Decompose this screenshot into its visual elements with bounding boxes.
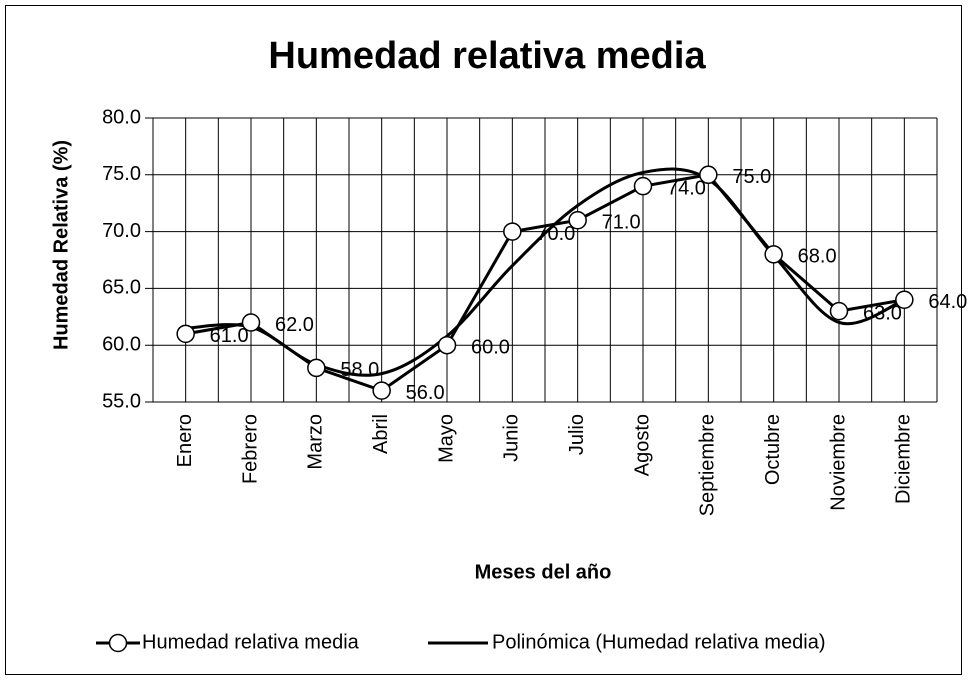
y-tick-label: 75.0 (102, 163, 141, 185)
y-axis-title: Humedad Relativa (%) (50, 140, 72, 350)
data-point (503, 222, 522, 241)
x-tick-label: Diciembre (893, 414, 915, 504)
y-tick-label: 60.0 (102, 333, 141, 355)
chart-title: Humedad relativa media (268, 35, 706, 77)
data-label: 62.0 (275, 314, 314, 336)
data-point (176, 324, 195, 344)
y-tick-label: 80.0 (102, 106, 141, 128)
data-label: 74.0 (667, 177, 706, 199)
data-label: 61.0 (210, 325, 249, 347)
y-tick-label: 55.0 (102, 390, 141, 412)
data-point (307, 358, 326, 378)
data-point (241, 313, 261, 332)
x-tick-label: Mayo (435, 414, 457, 463)
x-tick-label: Marzo (305, 414, 327, 470)
x-tick-label: Agosto (631, 414, 653, 476)
data-point (829, 301, 849, 321)
chart-frame (5, 5, 962, 675)
y-tick-label: 65.0 (102, 277, 141, 299)
data-label: 60.0 (471, 336, 510, 358)
y-tick-label: 70.0 (102, 220, 141, 242)
x-tick-label: Junio (501, 414, 523, 462)
data-label: 58.0 (340, 359, 379, 381)
data-point (764, 245, 783, 264)
data-point (372, 381, 391, 400)
data-label: 75.0 (732, 166, 771, 188)
data-point (699, 165, 718, 185)
x-tick-label: Septiembre (697, 414, 719, 516)
data-point (895, 290, 914, 310)
data-point (633, 176, 653, 196)
x-tick-label: Febrero (239, 414, 261, 484)
x-tick-label: Noviembre (827, 414, 849, 511)
x-tick-label: Abril (370, 414, 392, 454)
x-tick-label: Julio (566, 414, 588, 455)
x-tick-label: Enero (174, 414, 196, 467)
data-label: 71.0 (602, 212, 641, 234)
data-point (568, 210, 587, 230)
legend-label: Polinómica (Humedad relativa media) (492, 631, 825, 653)
data-label: 56.0 (406, 382, 445, 404)
x-axis-title: Meses del año (475, 561, 612, 583)
legend-label: Humedad relativa media (142, 631, 360, 653)
data-label: 68.0 (798, 246, 837, 268)
data-label: 70.0 (536, 223, 575, 245)
data-label: 63.0 (863, 302, 902, 324)
data-label: 64.0 (928, 291, 967, 313)
legend-marker (108, 633, 128, 653)
x-tick-label: Octubre (762, 414, 784, 485)
data-point (437, 335, 457, 355)
